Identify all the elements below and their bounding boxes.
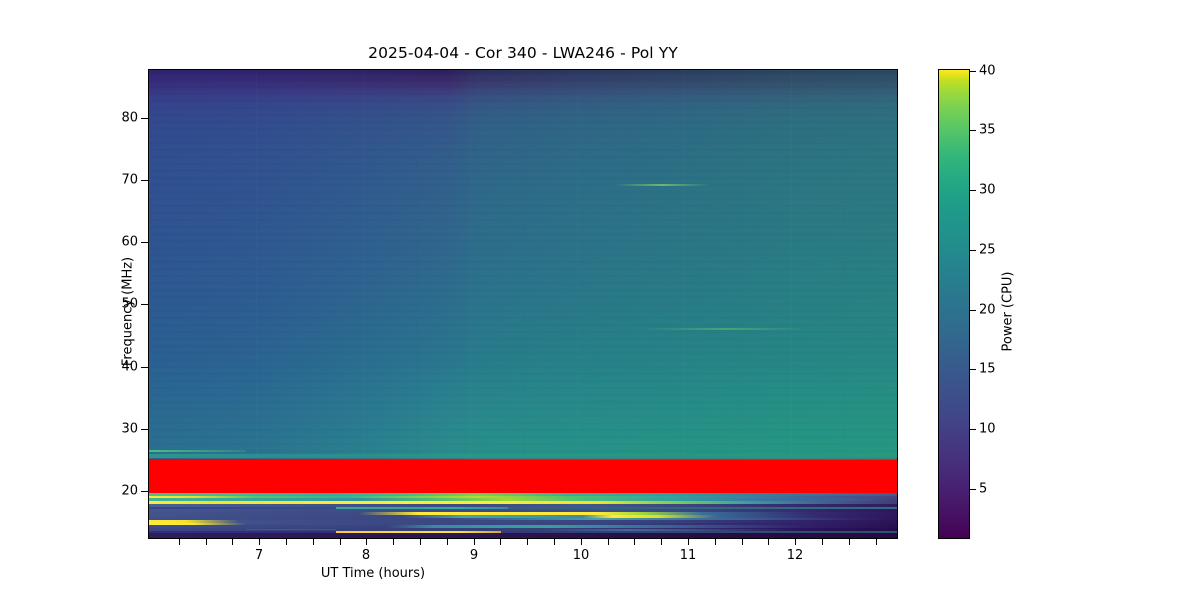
ytick-label: 50: [121, 296, 138, 312]
xtick-minor: [849, 538, 850, 545]
xtick-minor: [608, 538, 609, 545]
colorbar-tick-label: 20: [979, 302, 996, 318]
colorbar-tick: [970, 429, 976, 430]
rfi-streak: [149, 523, 897, 525]
rfi-streak: [336, 531, 501, 533]
ytick-label: 60: [121, 234, 138, 250]
colorbar-tick-label: 30: [979, 182, 996, 198]
xtick-minor: [232, 538, 233, 545]
ytick-label: 70: [121, 172, 138, 188]
ytick-mark: [141, 304, 148, 305]
colorbar-tick: [970, 190, 976, 191]
lowest-channel-floor: [149, 533, 897, 538]
rfi-streak: [336, 507, 509, 509]
xtick-minor: [876, 538, 877, 545]
faint-rfi-streak-67mhz: [612, 184, 710, 186]
faint-streak-bottom-right: [537, 529, 793, 531]
colorbar-tick: [970, 489, 976, 490]
colorbar-tick-label: 15: [979, 361, 996, 377]
colorbar-gradient: [938, 69, 970, 539]
xtick-minor: [206, 538, 207, 545]
xtick-minor: [340, 538, 341, 545]
faint-streak-bottom-mid: [246, 529, 336, 530]
ytick-mark: [141, 367, 148, 368]
xtick-minor: [634, 538, 635, 545]
ytick-mark: [141, 491, 148, 492]
rfi-streak: [149, 512, 897, 515]
colorbar-tick-label: 5: [979, 481, 988, 497]
colorbar-tick: [970, 130, 976, 131]
xtick-minor: [420, 538, 421, 545]
rfi-streak: [149, 528, 897, 531]
xtick-label: 7: [254, 548, 264, 563]
colorbar-label: Power (CPU): [1000, 271, 1016, 352]
xtick-major: [581, 538, 582, 545]
xtick-major: [259, 538, 260, 545]
rfi-streak: [149, 509, 897, 512]
xtick-minor: [715, 538, 716, 545]
rfi-streak: [149, 498, 897, 501]
rfi-streak: [149, 518, 897, 520]
ytick-label: 30: [121, 421, 138, 437]
xtick-label: 11: [679, 548, 697, 563]
xtick-major: [474, 538, 475, 545]
rfi-streak: [149, 496, 897, 498]
xtick-minor: [179, 538, 180, 545]
ytick-label: 20: [121, 483, 138, 499]
ytick-mark: [141, 118, 148, 119]
colorbar-tick: [970, 310, 976, 311]
xtick-label: 9: [469, 548, 479, 563]
ytick-label: 80: [121, 110, 138, 126]
colorbar-tick: [970, 369, 976, 370]
x-axis-label: UT Time (hours): [320, 566, 426, 581]
xtick-minor: [554, 538, 555, 545]
xtick-minor: [742, 538, 743, 545]
xtick-label: 8: [361, 548, 371, 563]
rfi-streak: [149, 501, 897, 504]
rfi-streak: [149, 493, 897, 496]
xtick-major: [366, 538, 367, 545]
xtick-minor: [500, 538, 501, 545]
ytick-mark: [141, 429, 148, 430]
y-axis-label: Frequency (MHz): [120, 256, 136, 367]
xtick-minor: [393, 538, 394, 545]
colorbar-tick-label: 25: [979, 242, 996, 258]
rfi-streak: [149, 525, 897, 528]
teal-band-above-mask: [149, 454, 897, 458]
xtick-minor: [768, 538, 769, 545]
xtick-minor: [822, 538, 823, 545]
faint-rfi-streak-44mhz: [642, 328, 808, 330]
xtick-label: 12: [786, 548, 804, 563]
xtick-minor: [313, 538, 314, 545]
colorbar-tick-label: 40: [979, 63, 996, 79]
colorbar-tick-label: 10: [979, 421, 996, 437]
colorbar-tick: [970, 250, 976, 251]
plot-title: 2025-04-04 - Cor 340 - LWA246 - Pol YY: [368, 44, 678, 62]
xtick-label: 10: [572, 548, 590, 563]
colorbar-tick: [970, 71, 976, 72]
xtick-major: [688, 538, 689, 545]
rfi-streak: [149, 520, 897, 523]
xtick-minor: [286, 538, 287, 545]
colorbar-tick-label: 35: [979, 122, 996, 138]
xtick-minor: [661, 538, 662, 545]
xtick-minor: [527, 538, 528, 545]
ytick-mark: [141, 242, 148, 243]
xtick-major: [795, 538, 796, 545]
spectrogram-image: [149, 70, 897, 538]
green-streak-above-mask: [149, 450, 247, 452]
rfi-streak: [149, 504, 897, 507]
xtick-minor: [447, 538, 448, 545]
ytick-mark: [141, 180, 148, 181]
rfi-streak-group-lower: [149, 493, 897, 538]
ytick-label: 40: [121, 359, 138, 375]
masked-rfi-band: [149, 460, 897, 493]
rfi-streak: [149, 515, 897, 518]
